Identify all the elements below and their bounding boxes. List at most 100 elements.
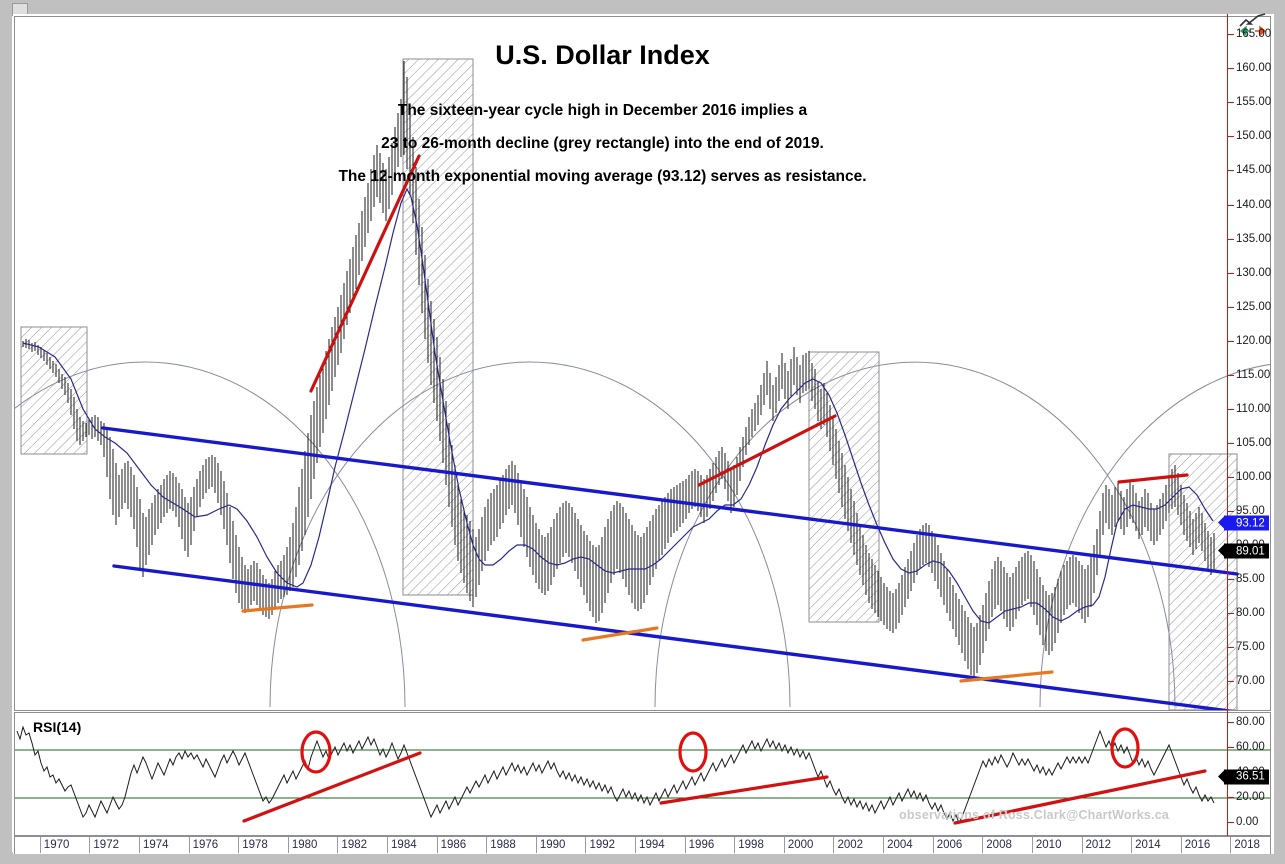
price-axis-tick [1228,612,1234,614]
x-axis-year-label: 1994 [639,839,665,851]
x-axis-tick [1180,837,1182,853]
lower-channel-line [112,564,1235,710]
rsi-axis-tick [1228,822,1234,823]
price-axis-tick-label: 145.00 [1236,164,1272,177]
price-axis-tick [1228,476,1234,478]
support-line-2008-2011 [959,670,1054,683]
rsi-indicator-label: RSI(14) [33,719,82,735]
price-axis-tick [1228,170,1234,172]
x-axis-tick [982,837,984,853]
rsi-overbought-circles [300,727,1140,774]
x-axis-year-label: 1996 [688,839,715,851]
price-axis-tick-label: 110.00 [1236,402,1271,415]
price-axis-tick-label: 130.00 [1236,266,1272,279]
x-axis-year-label: 1970 [43,839,70,851]
price-axis-tick-label: 125.00 [1236,300,1272,313]
price-axis-rule [1227,14,1228,708]
x-axis-year-label: 1984 [391,839,417,851]
rsi-axis-tick-label: 60.00 [1236,741,1265,754]
decline-rectangles [20,58,1238,710]
price-axis-tick [1228,306,1234,308]
rsi-axis-tick-label: 0.00 [1236,816,1259,828]
x-axis-tick [188,837,190,853]
window-bottom-scrollbar[interactable] [0,852,1285,864]
x-axis-tick [287,837,289,853]
price-chart-pane[interactable] [14,16,1271,711]
rsi-trendline-1995-2002 [659,775,829,805]
last-price-tag[interactable]: 89.01 [1218,543,1269,559]
price-axis-tick-label: 70.00 [1236,674,1265,687]
x-axis-pane: 1970 1972 1974 1976 1978 1980 1982 1984 1986 1988… [14,836,1271,854]
price-bars [22,61,1215,679]
rsi-circle-1980 [300,730,332,774]
price-axis-tick-label: 135.00 [1236,232,1272,245]
price-axis-tick [1228,408,1234,410]
price-axis-tick [1228,34,1234,36]
rsi-axis-tick [1228,722,1234,724]
price-axis-tick-label: 105.00 [1236,436,1272,449]
x-axis-tick [883,837,885,853]
x-axis-year-label: 2016 [1184,839,1211,851]
x-axis-tick [139,837,140,853]
rsi-line [16,725,1215,825]
rsi-axis-tick [1228,747,1234,749]
trend-channel-lines [101,426,1239,710]
x-axis-tick [39,837,41,853]
x-axis-tick [932,837,934,853]
x-axis-year-label: 2010 [1035,839,1062,851]
watermark-attribution: observations of Ross.Clark@ChartWorks.ca [899,808,1170,822]
rsi-indicator-pane[interactable] [14,712,1271,836]
x-axis-tick [1230,837,1232,853]
price-axis-tick [1228,204,1234,206]
subtitle-line-1: The sixteen-year cycle high in December … [397,102,808,119]
price-plot-svg [15,58,1270,710]
page-title: U.S. Dollar Index [495,40,710,70]
price-axis-tick [1228,102,1234,104]
price-axis-tick [1228,442,1234,444]
price-axis-tick-label: 115.00 [1236,368,1271,381]
price-axis-tick [1228,136,1234,138]
x-axis-year-label: 1980 [291,839,318,851]
x-axis-tick [535,837,537,853]
rising-trendline-1980-1985 [309,154,421,393]
price-axis-tick-label: 160.00 [1236,62,1272,75]
x-axis-year-label: 1972 [93,839,119,851]
line-chart-with-arrows-icon[interactable] [1238,12,1268,38]
rsi-trendline-2008-2018 [953,769,1207,825]
decline-rectangle-2018 [1168,453,1238,710]
chart-canvas: 1970 1972 1974 1976 1978 1980 1982 1984 1986 1988… [13,14,1274,854]
x-axis-tick [1081,837,1083,853]
rsi-axis-tick-label: 80.00 [1236,716,1265,729]
price-axis[interactable]: 165.00 160.00 155.00 150.00 145.00 140.00 135.… [1218,14,1273,708]
x-axis-year-label: 1998 [738,839,764,851]
x-axis-tick [486,837,488,853]
price-axis-tick-label: 155.00 [1236,96,1272,109]
rsi-red-trendlines [242,751,1207,825]
price-axis-tick-label: 120.00 [1236,334,1272,347]
x-axis-tick [387,837,389,853]
price-axis-tick-label: 100.00 [1236,470,1272,483]
x-axis-tick [436,837,438,853]
price-axis-tick-label: 85.00 [1236,572,1265,585]
x-axis-year-label: 2008 [986,839,1012,851]
x-axis-year-label: 2004 [887,839,913,851]
x-axis-tick [585,837,587,853]
x-axis-tick [238,837,240,853]
window-right-gutter [1273,0,1285,864]
price-axis-tick-label: 140.00 [1236,198,1272,211]
red-trendlines [309,154,1189,487]
price-axis-tick-label: 80.00 [1236,606,1265,619]
x-axis-year-label: 2014 [1135,839,1161,851]
window-left-scrollbar[interactable] [0,0,12,852]
x-axis-tick [635,837,637,853]
price-axis-tick [1228,68,1234,70]
x-axis-tick [1131,837,1133,853]
rsi-circle-1996 [678,731,708,773]
ema-value-tag[interactable]: 93.12 [1218,515,1269,531]
rsi-circle-2014 [1110,727,1140,769]
price-axis-tick [1228,578,1234,580]
rsi-value-tag[interactable]: 36.51 [1218,769,1269,785]
x-axis-year-label: 1974 [143,839,169,851]
